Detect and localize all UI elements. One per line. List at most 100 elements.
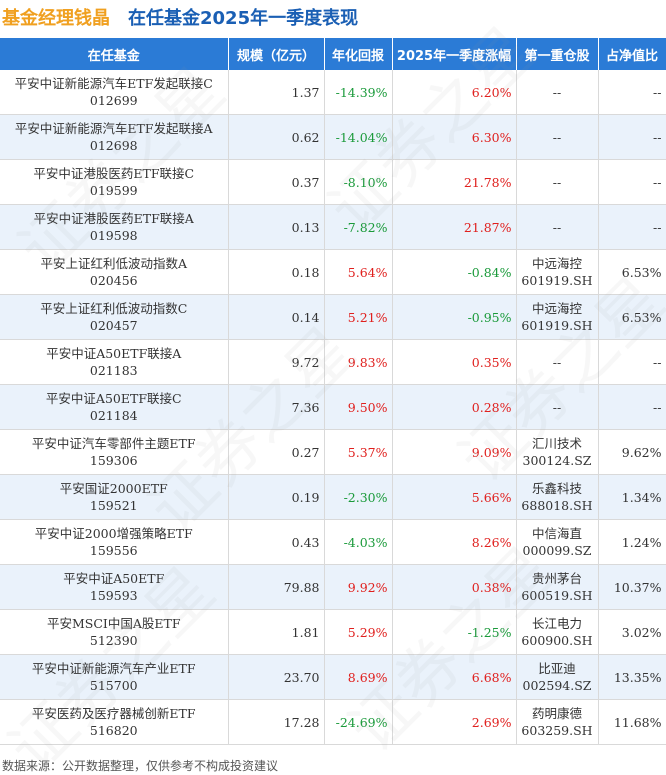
cell-scale: 0.43 [228,519,325,565]
top-stock-code: 603259.SH [521,723,593,738]
cell-scale: 0.14 [228,294,325,340]
cell-scale: 0.19 [228,474,325,520]
table-row: 平安中证2000增强策略ETF 159556 0.43 -4.03% 8.26% 中信海直… [0,519,666,565]
cell-annual-return: -7.82% [324,204,393,250]
top-stock-code: 688018.SH [521,498,593,513]
top-stock-code: 600519.SH [521,588,593,603]
top-stock-name: -- [552,219,562,235]
cell-fund: 平安中证新能源汽车ETF发起联接C 012699 [0,70,229,115]
table-row: 平安中证新能源汽车产业ETF 515700 23.70 8.69% 6.68% 比亚迪 00… [0,654,666,700]
cell-scale: 1.37 [228,70,325,115]
col-header-q1: 2025年一季度涨幅 [392,38,517,70]
cell-q1-change: 0.28% [392,384,517,430]
cell-q1-change: 0.35% [392,339,517,385]
col-header-ratio: 占净值比 [598,38,666,70]
cell-q1-change: 6.30% [392,114,517,160]
fund-name: 平安中证新能源汽车ETF发起联接C [14,76,213,91]
fund-table: 在任基金 规模（亿元） 年化回报 2025年一季度涨幅 第一重仓股 占净值比 平… [0,38,666,745]
cell-top-stock: -- [516,384,599,430]
cell-annual-return: -4.03% [324,519,393,565]
cell-annual-return: 5.29% [324,609,393,655]
cell-fund: 平安MSCI中国A股ETF 512390 [0,609,229,655]
cell-fund: 平安中证A50ETF 159593 [0,564,229,610]
cell-net-ratio: 6.53% [598,294,666,340]
top-stock-code: 000099.SZ [522,543,592,558]
table-row: 平安国证2000ETF 159521 0.19 -2.30% 5.66% 乐鑫科技 6880… [0,474,666,520]
cell-top-stock: -- [516,204,599,250]
data-source-note: 数据来源：公开数据整理，仅供参考不构成投资建议 [2,759,279,773]
fund-code: 159556 [89,543,138,558]
cell-annual-return: -14.04% [324,114,393,160]
top-stock-name: 长江电力 [531,616,582,631]
cell-fund: 平安国证2000ETF 159521 [0,474,229,520]
cell-annual-return: 8.69% [324,654,393,700]
table-header-row: 在任基金 规模（亿元） 年化回报 2025年一季度涨幅 第一重仓股 占净值比 [0,38,666,70]
cell-net-ratio: -- [598,204,666,250]
top-stock-name: 中远海控 [531,256,582,271]
title-subject: 在任基金2025年一季度表现 [128,8,359,29]
cell-q1-change: 8.26% [392,519,517,565]
cell-scale: 0.13 [228,204,325,250]
top-stock-code: 601919.SH [521,273,593,288]
fund-code: 019599 [89,183,138,198]
cell-q1-change: 6.20% [392,70,517,115]
cell-top-stock: -- [516,114,599,160]
top-stock-code: 601919.SH [521,318,593,333]
cell-top-stock: 比亚迪 002594.SZ [516,654,599,700]
fund-code: 020456 [89,273,138,288]
fund-code: 012698 [89,138,138,153]
cell-scale: 7.36 [228,384,325,430]
top-stock-name: -- [552,84,562,100]
cell-net-ratio: 1.24% [598,519,666,565]
table-row: 平安中证港股医药ETF联接C 019599 0.37 -8.10% 21.78% -- -- [0,159,666,205]
fund-name: 平安中证A50ETF [63,571,165,586]
cell-q1-change: 2.69% [392,699,517,745]
table-row: 平安中证A50ETF联接A 021183 9.72 9.83% 0.35% -- -- [0,339,666,385]
table-row: 平安医药及医疗器械创新ETF 516820 17.28 -24.69% 2.69% 药明康… [0,699,666,745]
cell-scale: 23.70 [228,654,325,700]
cell-q1-change: -1.25% [392,609,517,655]
cell-annual-return: -2.30% [324,474,393,520]
fund-code: 021184 [89,408,138,423]
fund-name: 平安国证2000ETF [59,481,168,496]
cell-fund: 平安上证红利低波动指数C 020457 [0,294,229,340]
cell-top-stock: 中远海控 601919.SH [516,294,599,340]
top-stock-code: 002594.SZ [522,678,592,693]
cell-scale: 1.81 [228,609,325,655]
cell-fund: 平安上证红利低波动指数A 020456 [0,249,229,295]
top-stock-code: 300124.SZ [522,453,592,468]
cell-q1-change: 9.09% [392,429,517,475]
fund-code: 515700 [89,678,138,693]
table-row: 平安上证红利低波动指数C 020457 0.14 5.21% -0.95% 中远海控 601… [0,294,666,340]
cell-q1-change: 5.66% [392,474,517,520]
cell-net-ratio: -- [598,339,666,385]
top-stock-name: 药明康德 [531,706,582,721]
fund-code: 012699 [89,93,138,108]
table-row: 平安中证A50ETF 159593 79.88 9.92% 0.38% 贵州茅台 60051… [0,564,666,610]
col-header-annual: 年化回报 [324,38,393,70]
top-stock-name: 贵州茅台 [531,571,582,586]
cell-top-stock: 药明康德 603259.SH [516,699,599,745]
cell-net-ratio: -- [598,384,666,430]
cell-annual-return: 5.64% [324,249,393,295]
cell-scale: 0.18 [228,249,325,295]
top-stock-name: -- [552,129,562,145]
table-row: 平安中证新能源汽车ETF发起联接A 012698 0.62 -14.04% 6.30% -… [0,114,666,160]
top-stock-name: -- [552,399,562,415]
fund-code: 159306 [89,453,138,468]
top-stock-name: 乐鑫科技 [531,481,582,496]
cell-fund: 平安中证A50ETF联接A 021183 [0,339,229,385]
title-bar: 基金经理钱晶 在任基金2025年一季度表现 [0,0,666,34]
cell-top-stock: -- [516,339,599,385]
cell-annual-return: -24.69% [324,699,393,745]
cell-net-ratio: 11.68% [598,699,666,745]
cell-fund: 平安中证A50ETF联接C 021184 [0,384,229,430]
top-stock-name: 汇川技术 [531,436,582,451]
cell-net-ratio: 10.37% [598,564,666,610]
fund-name: 平安中证新能源汽车产业ETF [31,661,196,676]
table-row: 平安中证A50ETF联接C 021184 7.36 9.50% 0.28% -- -- [0,384,666,430]
top-stock-name: 比亚迪 [538,661,576,676]
cell-q1-change: 0.38% [392,564,517,610]
cell-net-ratio: -- [598,70,666,115]
cell-top-stock: 贵州茅台 600519.SH [516,564,599,610]
